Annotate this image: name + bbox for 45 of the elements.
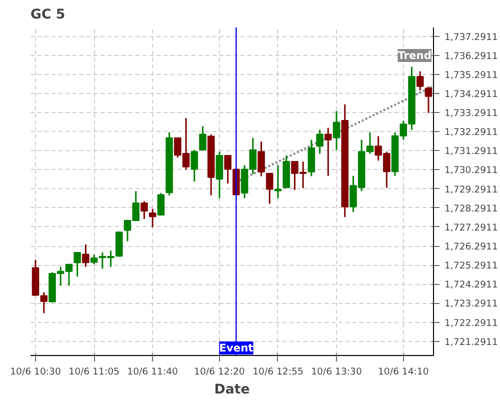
x-tick-label: 10/6 11:40: [127, 366, 178, 378]
y-tick-label: 1,725.2911: [444, 260, 498, 272]
y-tick-label: 1,735.2911: [444, 70, 498, 81]
y-tick-label: 1,736.2911: [444, 50, 498, 62]
y-tick-label: 1,722.2911: [444, 318, 498, 329]
candlestick: [82, 244, 90, 268]
candlestick: [216, 150, 224, 199]
candlestick: [332, 110, 340, 151]
y-tick-label: 1,733.2911: [444, 108, 498, 120]
x-tick-label: 10/6 11:05: [68, 366, 120, 378]
candlestick: [324, 127, 332, 177]
x-tick-label: 10/6 14:10: [378, 366, 429, 378]
candlestick: [140, 200, 148, 220]
candlestick: [40, 291, 48, 314]
candlestick: [416, 70, 424, 91]
x-tick-label: 10/6 10:30: [10, 366, 61, 378]
y-tick-label: 1,728.2911: [444, 203, 498, 214]
y-tick-label: 1,727.2911: [444, 222, 498, 234]
ref-line-label: Event: [219, 342, 254, 354]
candlestick: [157, 192, 165, 216]
x-tick-label: 10/6 12:20: [194, 366, 245, 378]
candlestick: [424, 86, 432, 114]
candlestick: [74, 252, 81, 278]
y-tick-label: 1,737.2911: [444, 32, 498, 43]
y-tick-label: 1,730.2911: [444, 165, 498, 176]
y-tick-label: 1,723.2911: [444, 298, 498, 310]
x-axis-title: Date: [214, 382, 250, 398]
candlestick: [258, 140, 265, 177]
y-tick-label: 1,732.2911: [444, 127, 498, 138]
y-tick-label: 1,724.2911: [444, 280, 498, 291]
text: Trend: [398, 49, 432, 62]
y-tick-label: 1,734.2911: [444, 88, 498, 100]
y-tick-label: 1,726.2911: [444, 242, 498, 253]
candlestick: [148, 208, 156, 228]
candlestick: [190, 149, 198, 182]
x-tick-label: 10/6 12:55: [252, 366, 304, 378]
y-tick-label: 1,729.2911: [444, 184, 498, 196]
candlestick: [316, 128, 324, 154]
chart-title: GC 5: [30, 8, 66, 22]
candlestick: [266, 172, 274, 204]
y-tick-label: 1,731.2911: [444, 146, 498, 158]
y-tick-label: 1,721.2911: [444, 336, 498, 348]
x-tick-label: 10/6 13:30: [311, 366, 362, 378]
candlestick: [199, 126, 206, 152]
candlestick: [274, 164, 282, 199]
